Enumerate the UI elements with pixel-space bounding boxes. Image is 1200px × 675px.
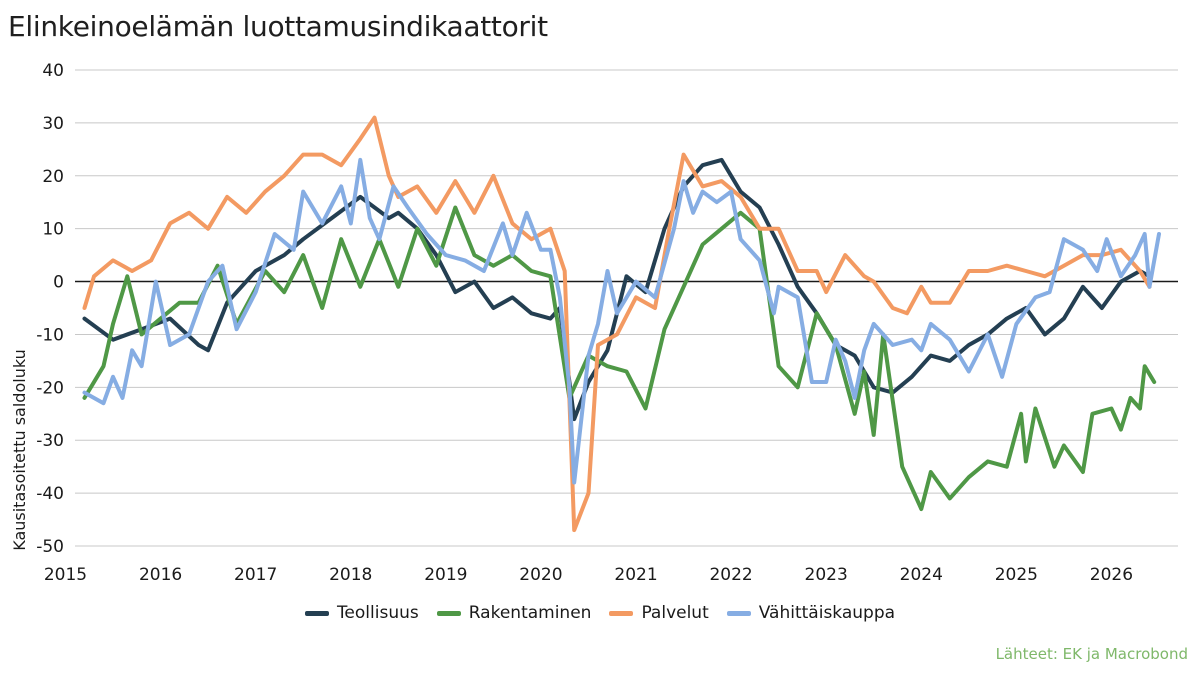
series-line-teollisuus (82, 157, 1152, 422)
legend-item: Rakentaminen (436, 603, 592, 623)
legend-swatch (609, 610, 634, 616)
x-tick-label: 2015 (44, 565, 87, 585)
y-tick-label: 40 (42, 61, 64, 81)
gridlines (75, 69, 1178, 547)
y-tick-label: 30 (42, 114, 64, 134)
x-tick-label: 2021 (614, 565, 657, 585)
chart-title: Elinkeinoelämän luottamusindikaattorit (8, 10, 548, 43)
x-tick-label: 2017 (234, 565, 277, 585)
source-note: Lähteet: EK ja Macrobond (995, 645, 1188, 663)
legend-item: Vähittäiskauppa (726, 603, 896, 623)
legend-swatch (304, 610, 329, 616)
y-axis-ticks: 40 30 20 10 0 -10 -20 -30 -40 -50 (36, 61, 64, 557)
x-tick-label: 2026 (1090, 565, 1133, 585)
y-tick-label: 10 (42, 220, 64, 240)
legend-label: Vähittäiskauppa (758, 603, 896, 623)
y-tick-label: -30 (36, 431, 64, 451)
y-tick-label: -20 (36, 378, 64, 398)
legend-label: Palvelut (641, 603, 709, 623)
legend-label: Teollisuus (336, 603, 419, 623)
x-tick-label: 2024 (900, 565, 943, 585)
x-tick-label: 2016 (139, 565, 182, 585)
legend-swatch (726, 610, 751, 616)
legend-item: Teollisuus (304, 603, 419, 623)
x-tick-label: 2023 (805, 565, 848, 585)
y-tick-label: -40 (36, 484, 64, 504)
y-tick-label: -10 (36, 325, 64, 345)
legend: Teollisuus Rakentaminen Palvelut Vähittäisk… (0, 603, 1200, 623)
x-tick-label: 2019 (424, 565, 467, 585)
y-tick-label: -50 (36, 537, 64, 557)
x-tick-label: 2025 (995, 565, 1038, 585)
y-axis-label: Kausitasoitettu saldoluku (10, 349, 29, 551)
series-lines (82, 115, 1161, 533)
x-tick-label: 2018 (329, 565, 372, 585)
legend-swatch (436, 610, 461, 616)
x-axis-ticks: 2015 2016 2017 2018 2019 2020 2021 2022 2023 2024… (44, 565, 1133, 585)
y-tick-label: 20 (42, 167, 64, 187)
series-line-vähittäiskauppa (82, 157, 1161, 485)
series-line-rakentaminen (82, 205, 1157, 511)
x-tick-label: 2022 (709, 565, 752, 585)
y-tick-label: 0 (53, 273, 64, 293)
x-tick-label: 2020 (519, 565, 562, 585)
series-line-palvelut (82, 115, 1152, 533)
legend-item: Palvelut (609, 603, 709, 623)
legend-label: Rakentaminen (468, 603, 592, 623)
